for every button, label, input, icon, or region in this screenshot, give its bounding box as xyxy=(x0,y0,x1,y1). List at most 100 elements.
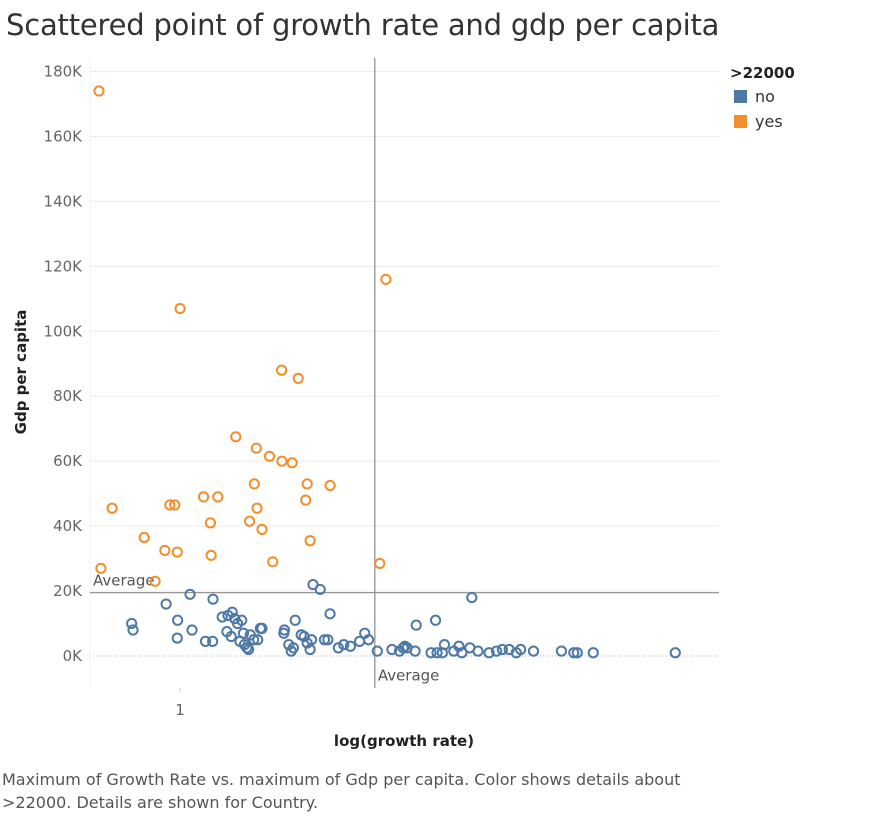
data-point-yes xyxy=(230,431,242,443)
y-tick-label: 20K xyxy=(53,582,83,600)
data-point-yes xyxy=(380,273,392,285)
data-point-no xyxy=(568,647,580,659)
data-point-yes xyxy=(164,499,176,511)
data-point-yes xyxy=(276,364,288,376)
data-point-no xyxy=(515,643,527,656)
x-axis-ticks: 1 xyxy=(175,688,185,719)
data-point-yes xyxy=(248,478,260,490)
data-point-no xyxy=(289,614,301,626)
y-tick-label: 120K xyxy=(44,257,84,275)
data-point-yes xyxy=(212,491,224,503)
legend-label-no: no xyxy=(755,87,775,106)
data-point-yes xyxy=(300,494,312,506)
data-point-yes xyxy=(159,544,171,557)
data-point-yes xyxy=(244,515,256,527)
data-point-no xyxy=(472,645,484,657)
scatter-chart: Average Average 0K 20K 40K 60K 80K 100K 120K 140… xyxy=(12,58,795,750)
data-point-no xyxy=(322,634,334,646)
data-point-no xyxy=(555,645,568,657)
data-point-no xyxy=(256,622,268,635)
data-point-no xyxy=(324,608,336,620)
data-point-no xyxy=(425,647,437,659)
data-point-no xyxy=(314,583,326,596)
data-point-no xyxy=(371,645,383,657)
y-tick-label: 0K xyxy=(63,647,84,665)
y-tick-label: 100K xyxy=(44,322,84,340)
data-point-yes xyxy=(263,450,276,462)
data-point-yes xyxy=(267,556,279,568)
y-tick-label: 60K xyxy=(53,452,83,470)
data-point-no xyxy=(496,643,508,656)
x-tick-label: 1 xyxy=(175,701,185,719)
data-point-yes xyxy=(286,457,298,469)
legend: >22000 no yes xyxy=(730,64,795,131)
data-point-no xyxy=(172,614,184,626)
data-point-no xyxy=(216,611,228,623)
data-point-yes xyxy=(93,85,105,97)
data-point-no xyxy=(171,632,183,644)
data-point-no xyxy=(184,588,196,600)
data-point-no xyxy=(399,640,411,652)
gridlines xyxy=(89,58,719,688)
data-point-yes xyxy=(304,535,316,547)
data-point-yes xyxy=(276,455,288,467)
data-point-no xyxy=(483,647,495,659)
chart-title: Scattered point of growth rate and gdp p… xyxy=(6,8,720,42)
data-point-no xyxy=(160,598,172,610)
y-axis-title: Gdp per capita xyxy=(12,310,30,435)
data-point-no xyxy=(456,647,468,659)
data-point-no xyxy=(252,634,264,646)
data-point-no xyxy=(466,591,478,604)
data-point-no xyxy=(438,639,451,651)
legend-title: >22000 xyxy=(730,64,795,82)
data-point-yes xyxy=(106,502,118,514)
data-point-yes xyxy=(250,442,262,454)
data-point-no xyxy=(431,647,443,659)
data-point-no xyxy=(344,640,357,652)
y-tick-label: 80K xyxy=(53,387,83,405)
data-point-yes xyxy=(204,517,216,529)
chart-caption: Maximum of Growth Rate vs. maximum of Gd… xyxy=(2,770,681,812)
data-point-yes xyxy=(198,491,210,503)
data-point-yes xyxy=(95,562,107,574)
data-point-no xyxy=(248,634,260,646)
data-point-no xyxy=(571,647,583,659)
data-point-no xyxy=(225,630,237,643)
x-axis-title: log(growth rate) xyxy=(334,732,474,750)
data-point-no xyxy=(186,624,198,636)
y-tick-label: 180K xyxy=(44,63,84,81)
legend-swatch-no xyxy=(734,90,747,103)
y-axis-ticks: 0K 20K 40K 60K 80K 100K 120K 140K 160K 180K xyxy=(44,63,84,665)
data-point-yes xyxy=(171,546,183,558)
data-point-yes xyxy=(324,479,336,492)
data-point-yes xyxy=(374,557,386,570)
reference-lines: Average Average xyxy=(90,58,719,688)
legend-swatch-yes xyxy=(734,115,747,128)
data-point-no xyxy=(278,624,291,636)
data-point-no xyxy=(127,624,139,636)
data-point-no xyxy=(199,635,212,647)
data-point-yes xyxy=(205,549,217,561)
data-point-no xyxy=(305,634,318,646)
data-point-no xyxy=(397,642,409,654)
data-point-no xyxy=(490,645,503,657)
data-point-no xyxy=(410,619,422,631)
y-tick-label: 40K xyxy=(53,517,83,535)
data-point-yes xyxy=(292,372,304,384)
data-point-no xyxy=(362,634,375,646)
data-point-no xyxy=(669,647,681,659)
data-point-yes xyxy=(174,302,186,315)
x-average-label: Average xyxy=(378,667,440,685)
data-point-no xyxy=(243,643,255,656)
data-point-yes xyxy=(301,478,313,490)
data-point-no xyxy=(429,614,442,626)
y-tick-label: 160K xyxy=(44,127,84,145)
y-tick-label: 140K xyxy=(44,192,84,210)
data-point-no xyxy=(318,634,331,646)
data-point-yes xyxy=(251,502,263,514)
data-points xyxy=(93,85,681,659)
data-point-no xyxy=(226,606,238,618)
data-point-no xyxy=(287,642,299,654)
data-point-no xyxy=(207,635,219,647)
y-average-label: Average xyxy=(93,572,155,590)
